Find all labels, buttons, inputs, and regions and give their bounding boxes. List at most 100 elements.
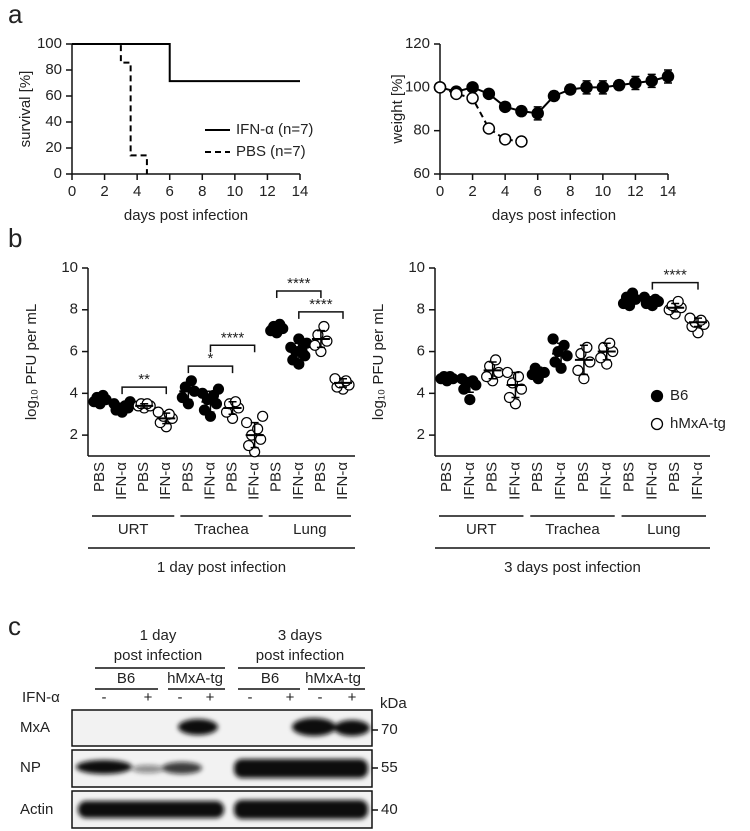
point <box>515 135 528 148</box>
group-label: Trachea <box>194 521 249 538</box>
band <box>76 760 132 774</box>
y-tick-label: 80 <box>45 61 62 78</box>
significance-label: **** <box>221 329 245 346</box>
group-label: Trachea <box>545 521 600 538</box>
x-tick-label: PBS <box>529 462 546 492</box>
point <box>481 371 493 383</box>
blot-header: 1 day <box>140 627 177 644</box>
treatment-sign: + <box>206 689 215 706</box>
x-tick-label: PBS <box>224 462 241 492</box>
kda-marker: 55 <box>381 759 398 776</box>
unit-label: kDa <box>380 695 407 712</box>
point <box>241 416 253 429</box>
x-tick-label: 12 <box>627 183 644 200</box>
significance-label: **** <box>664 267 688 284</box>
point <box>549 356 561 368</box>
x-tick-label: 2 <box>468 183 476 200</box>
x-tick-label: IFN-α <box>461 462 478 500</box>
point <box>515 104 528 118</box>
group-label: Lung <box>647 521 680 538</box>
x-tick-label: IFN-α <box>643 462 660 500</box>
blot-header: post infection <box>256 647 344 664</box>
x-tick-label: IFN-α <box>689 462 706 500</box>
y-tick-label: 100 <box>37 35 62 52</box>
y-tick-label: 2 <box>417 426 425 443</box>
point <box>257 410 269 422</box>
y-tick-label: 8 <box>417 301 425 318</box>
point <box>661 70 675 83</box>
point <box>196 387 209 399</box>
x-tick-label: 14 <box>292 183 309 200</box>
blot-header: 3 days <box>278 627 322 644</box>
point <box>626 287 639 299</box>
y-tick-label: 100 <box>405 78 430 95</box>
kda-marker: 40 <box>381 801 398 818</box>
point <box>466 91 479 105</box>
point <box>152 406 164 418</box>
point <box>531 107 544 120</box>
y-tick-label: 40 <box>45 113 62 130</box>
y-tick-label: 20 <box>45 139 62 156</box>
point <box>580 81 593 94</box>
point <box>176 391 188 404</box>
line <box>72 43 300 83</box>
treatment-sign: - <box>102 689 107 706</box>
y-tick-label: 6 <box>70 343 78 360</box>
treatment-sign: + <box>286 689 295 706</box>
significance-label: ** <box>138 371 150 388</box>
point <box>456 373 468 385</box>
point <box>596 81 610 94</box>
x-tick-label: IFN-α <box>290 462 307 500</box>
band <box>132 765 164 773</box>
x-axis-label: days post infection <box>492 207 616 224</box>
point <box>612 78 626 92</box>
blot: 1 day post infection 3 days post infecti… <box>20 627 407 829</box>
x-tick-label: IFN-α <box>113 462 130 500</box>
point <box>482 122 496 135</box>
point <box>466 81 479 94</box>
strain-label: B6 <box>117 670 135 687</box>
x-tick-label: PBS <box>438 462 455 492</box>
x-tick-label: 14 <box>660 183 677 200</box>
row-label: MxA <box>20 719 50 736</box>
y-tick-label: 10 <box>61 259 78 276</box>
x-tick-label: PBS <box>621 462 638 492</box>
y-axis-label: survival [%] <box>17 71 34 148</box>
x-tick-label: PBS <box>484 462 501 492</box>
x-tick-label: PBS <box>135 462 152 492</box>
band <box>334 720 370 736</box>
x-tick-label: 0 <box>68 183 76 200</box>
treatment-label: IFN-α <box>22 689 60 706</box>
x-tick-label: 6 <box>166 183 174 200</box>
band <box>234 800 368 819</box>
x-tick-label: 2 <box>100 183 108 200</box>
x-tick-label: IFN-α <box>506 462 523 500</box>
x-tick-label: 8 <box>198 183 206 200</box>
legend-label: B6 <box>670 387 688 404</box>
y-tick-label: 4 <box>417 384 425 401</box>
x-axis-label: 3 days post infection <box>504 559 641 576</box>
x-tick-label: IFN-α <box>246 462 263 500</box>
x-tick-label: PBS <box>268 462 285 492</box>
x-tick-label: PBS <box>575 462 592 492</box>
point <box>450 87 463 101</box>
point <box>629 76 642 90</box>
point <box>547 333 559 345</box>
y-tick-label: 2 <box>70 426 78 443</box>
point <box>498 100 512 114</box>
point <box>321 335 333 347</box>
band <box>178 719 218 735</box>
treatment-sign: + <box>348 689 357 706</box>
point <box>482 87 496 101</box>
x-tick-label: 6 <box>534 183 542 200</box>
significance-bracket <box>187 365 234 374</box>
point <box>547 89 561 103</box>
significance-label: **** <box>287 275 311 292</box>
treatment-sign: + <box>144 689 153 706</box>
bands <box>76 718 370 819</box>
legend-marker <box>650 389 664 403</box>
strain-label: B6 <box>261 670 279 687</box>
legend-label: hMxA-tg <box>670 415 726 432</box>
y-tick-label: 80 <box>413 122 430 139</box>
strain-label: hMxA-tg <box>305 670 361 687</box>
